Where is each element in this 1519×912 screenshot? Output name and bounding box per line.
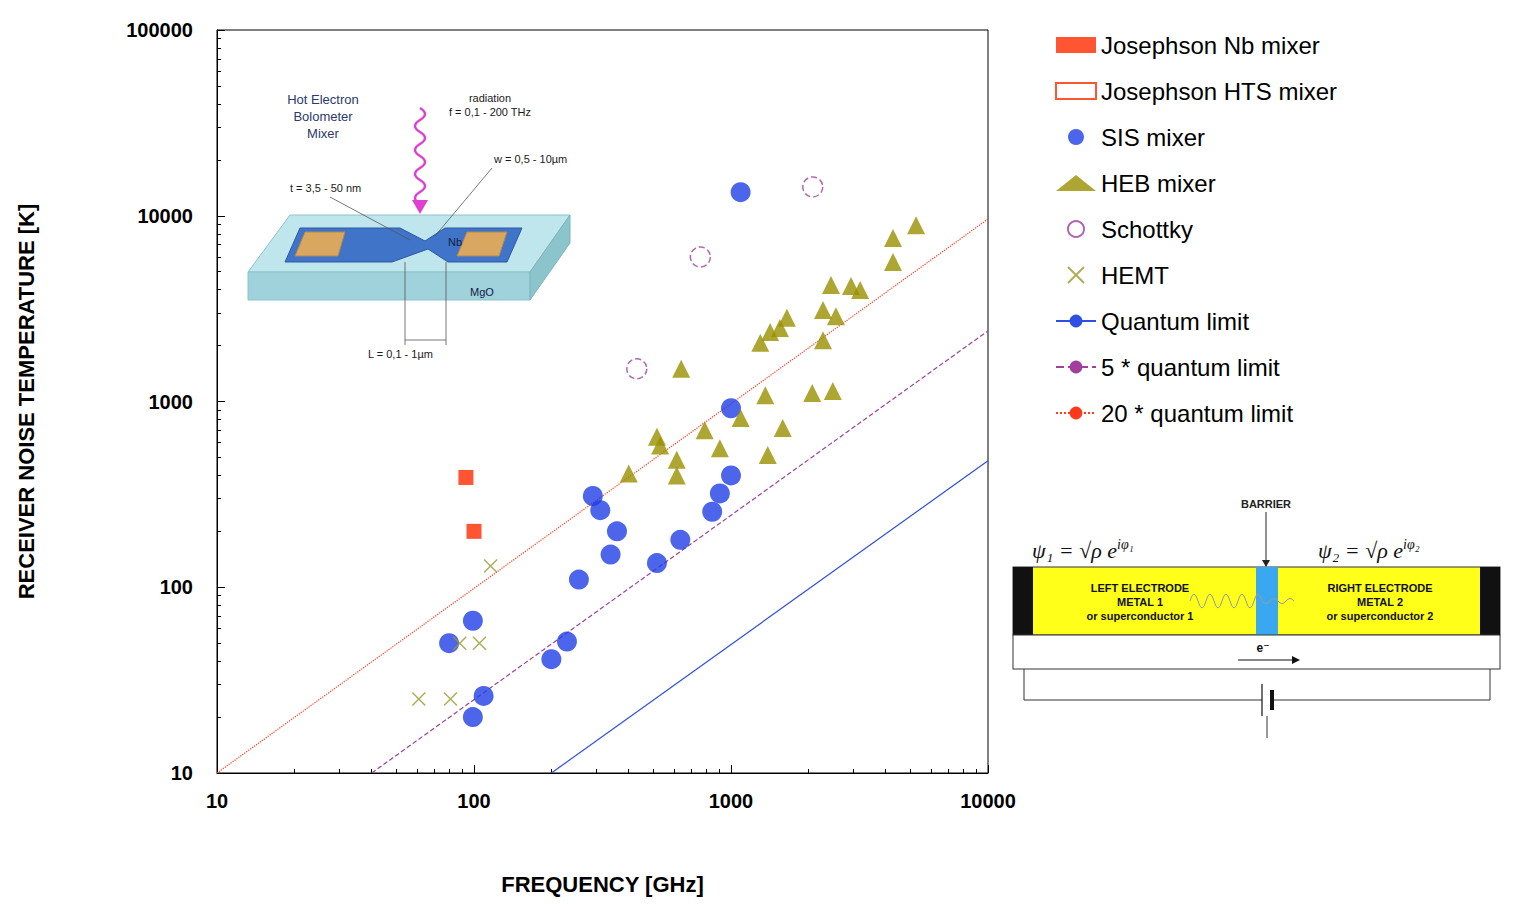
svg-text:Schottky: Schottky — [1101, 216, 1193, 243]
svg-text:100: 100 — [160, 576, 193, 598]
svg-text:1000: 1000 — [149, 391, 194, 413]
svg-text:BARRIER: BARRIER — [1241, 498, 1291, 510]
svg-text:Hot Electron: Hot Electron — [287, 92, 359, 107]
svg-text:Josephson HTS mixer: Josephson HTS mixer — [1101, 78, 1337, 105]
svg-text:Bolometer: Bolometer — [293, 109, 353, 124]
svg-text:5 * quantum limit: 5 * quantum limit — [1101, 354, 1280, 381]
svg-text:RECEIVER NOISE TEMPERATURE [K]: RECEIVER NOISE TEMPERATURE [K] — [14, 204, 39, 600]
svg-text:Mixer: Mixer — [307, 126, 339, 141]
svg-text:100000: 100000 — [126, 19, 193, 41]
svg-text:FREQUENCY [GHz]: FREQUENCY [GHz] — [501, 872, 704, 897]
svg-text:10: 10 — [206, 790, 228, 812]
svg-text:radiation: radiation — [469, 92, 511, 104]
svg-text:Quantum limit: Quantum limit — [1101, 308, 1249, 335]
svg-text:METAL 1: METAL 1 — [1117, 596, 1163, 608]
svg-text:Josephson Nb mixer: Josephson Nb mixer — [1101, 32, 1320, 59]
svg-text:METAL 2: METAL 2 — [1357, 596, 1403, 608]
svg-text:LEFT ELECTRODE: LEFT ELECTRODE — [1091, 582, 1189, 594]
svg-text:20 * quantum limit: 20 * quantum limit — [1101, 400, 1293, 427]
svg-text:or superconductor 2: or superconductor 2 — [1327, 610, 1434, 622]
svg-text:f = 0,1 - 200 THz: f = 0,1 - 200 THz — [449, 106, 531, 118]
svg-text:HEMT: HEMT — [1101, 262, 1169, 289]
svg-text:t = 3,5 - 50 nm: t = 3,5 - 50 nm — [290, 182, 361, 194]
svg-text:Nb: Nb — [448, 236, 462, 248]
svg-text:e⁻: e⁻ — [1256, 641, 1269, 655]
svg-text:1000: 1000 — [709, 790, 754, 812]
svg-text:10000: 10000 — [137, 205, 193, 227]
svg-text:ψ₁ = √ρ eiφ₁: ψ₁ = √ρ eiφ₁ — [1032, 537, 1134, 563]
svg-text:w = 0,5 - 10µm: w = 0,5 - 10µm — [493, 153, 567, 165]
svg-text:ψ₂ = √ρ eiφ₂: ψ₂ = √ρ eiφ₂ — [1318, 537, 1420, 563]
svg-text:100: 100 — [457, 790, 490, 812]
svg-text:10000: 10000 — [960, 790, 1016, 812]
svg-text:MgO: MgO — [470, 286, 494, 298]
svg-text:L = 0,1 - 1µm: L = 0,1 - 1µm — [368, 348, 433, 360]
svg-text:RIGHT ELECTRODE: RIGHT ELECTRODE — [1327, 582, 1432, 594]
svg-text:HEB mixer: HEB mixer — [1101, 170, 1216, 197]
svg-text:10: 10 — [171, 762, 193, 784]
svg-text:SIS mixer: SIS mixer — [1101, 124, 1205, 151]
svg-text:or superconductor 1: or superconductor 1 — [1087, 610, 1194, 622]
